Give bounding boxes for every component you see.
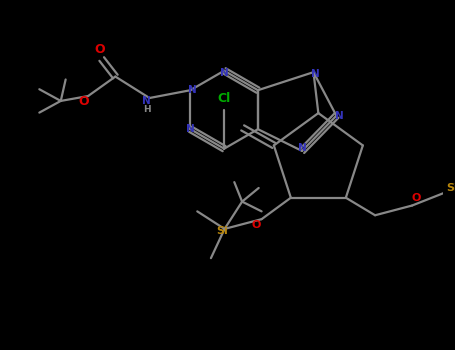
Text: N: N bbox=[188, 85, 197, 95]
Text: N: N bbox=[220, 68, 228, 78]
Text: N: N bbox=[311, 69, 320, 79]
Text: N: N bbox=[335, 111, 344, 121]
Text: O: O bbox=[251, 220, 260, 230]
Text: O: O bbox=[411, 193, 421, 203]
Text: Cl: Cl bbox=[217, 91, 231, 105]
Text: Si: Si bbox=[217, 226, 228, 236]
Text: O: O bbox=[95, 43, 105, 56]
Text: N: N bbox=[298, 143, 306, 153]
Text: N: N bbox=[186, 124, 195, 134]
Text: N: N bbox=[142, 96, 151, 106]
Text: H: H bbox=[143, 105, 150, 114]
Text: O: O bbox=[79, 96, 90, 108]
Text: Si: Si bbox=[446, 183, 455, 193]
